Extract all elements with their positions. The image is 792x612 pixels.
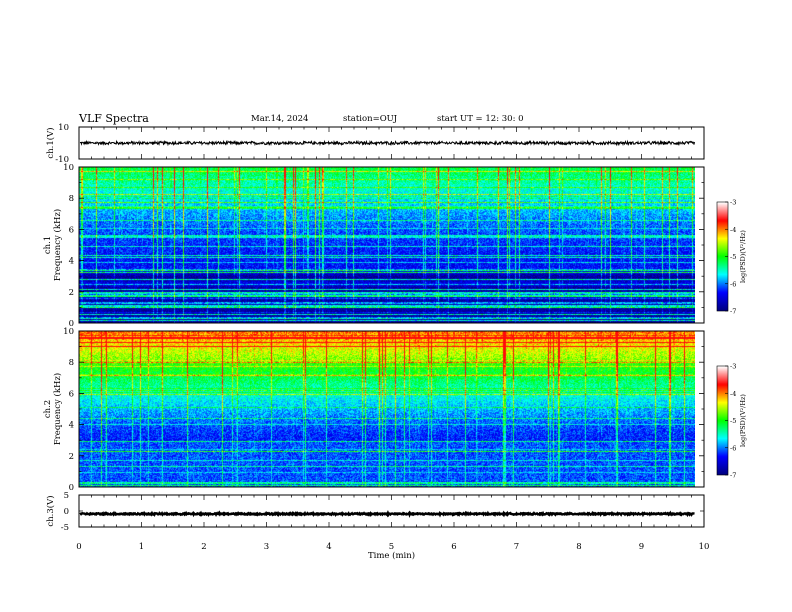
- spectrogram-image: [79, 167, 695, 323]
- plot-title: VLF Spectra: [79, 112, 149, 125]
- x-tick-label: 3: [264, 542, 269, 552]
- x-tick-label: 10: [699, 542, 710, 552]
- colorbar-tick-label: -3: [730, 199, 736, 207]
- x-tick-label: 7: [514, 542, 519, 552]
- waveform-trace: [79, 139, 695, 147]
- station-label: station=OUJ: [343, 114, 398, 124]
- start-time-label: start UT = 12: 30: 0: [437, 114, 524, 124]
- colorbar-label: log(PSD)(V²/Hz): [739, 394, 747, 447]
- y-tick-label: 5: [64, 491, 69, 501]
- y-tick-label: 4: [69, 257, 74, 267]
- date-label: Mar.14, 2024: [251, 114, 309, 124]
- x-tick-label: 5: [389, 542, 394, 552]
- colorbar-gradient: [717, 202, 728, 311]
- x-tick-label: 9: [639, 542, 644, 552]
- colorbar-tick-label: -4: [730, 226, 736, 234]
- spectrogram-image: [79, 331, 695, 487]
- y-tick-label: 10: [58, 123, 69, 133]
- colorbar-label: log(PSD)(V²/Hz): [739, 230, 747, 283]
- x-tick-label: 2: [201, 542, 206, 552]
- y-axis-label: ch.2Frequency (kHz): [43, 373, 63, 445]
- y-axis-label: ch.1(V): [45, 127, 56, 158]
- y-tick-label: 6: [69, 389, 74, 399]
- y-axis-label: ch.1Frequency (kHz): [43, 209, 63, 281]
- y-tick-label: 0: [64, 507, 69, 517]
- colorbar-tick-label: -3: [730, 363, 736, 371]
- waveform-trace: [79, 510, 695, 518]
- colorbar-tick-label: -5: [730, 417, 736, 425]
- y-tick-label: 0: [69, 483, 74, 493]
- y-tick-label: 0: [69, 319, 74, 329]
- y-tick-label: 2: [69, 452, 74, 462]
- panel-ch1-spectrogram: 0 2 4 6 8 10 ch.1Frequency (kHz): [43, 163, 705, 329]
- x-tick-label: 4: [326, 542, 331, 552]
- colorbar-1: -3 -4 -5 -6 -7 log(PSD)(V²/Hz): [716, 199, 747, 316]
- x-tick-label: 6: [451, 542, 456, 552]
- colorbar-tick-label: -7: [730, 308, 736, 316]
- x-tick-label: 0: [76, 542, 81, 552]
- colorbar-tick-label: -5: [730, 253, 736, 261]
- colorbar-gradient: [717, 366, 728, 475]
- colorbar-tick-label: -4: [730, 390, 736, 398]
- panel-ch3-waveform: 5 0 -5 ch.3(V): [45, 491, 705, 533]
- x-axis-label: Time (min): [368, 550, 415, 561]
- y-axis-label: ch.3(V): [45, 495, 56, 526]
- y-tick-label: -5: [61, 523, 69, 533]
- y-tick-label: 6: [69, 225, 74, 235]
- y-tick-label: 8: [69, 194, 74, 204]
- x-tick-label: 8: [576, 542, 581, 552]
- y-tick-label: 10: [63, 163, 74, 173]
- x-tick-label: 1: [139, 542, 144, 552]
- colorbar-tick-label: -6: [730, 280, 736, 288]
- y-tick-label: 2: [69, 288, 74, 298]
- colorbar-tick-label: -6: [730, 444, 736, 452]
- panel-ch2-spectrogram: 0 2 4 6 8 10 ch.2Frequency (kHz): [43, 327, 705, 493]
- colorbar-tick-label: -7: [730, 472, 736, 480]
- y-tick-label: 8: [69, 358, 74, 368]
- y-tick-label: -10: [55, 155, 69, 165]
- y-tick-label: 4: [69, 421, 74, 431]
- colorbar-2: -3 -4 -5 -6 -7 log(PSD)(V²/Hz): [716, 363, 747, 480]
- x-axis: 0 1 2 3 4 5 6 7 8 9 10 Time (min): [76, 542, 709, 561]
- y-tick-label: 10: [63, 327, 74, 337]
